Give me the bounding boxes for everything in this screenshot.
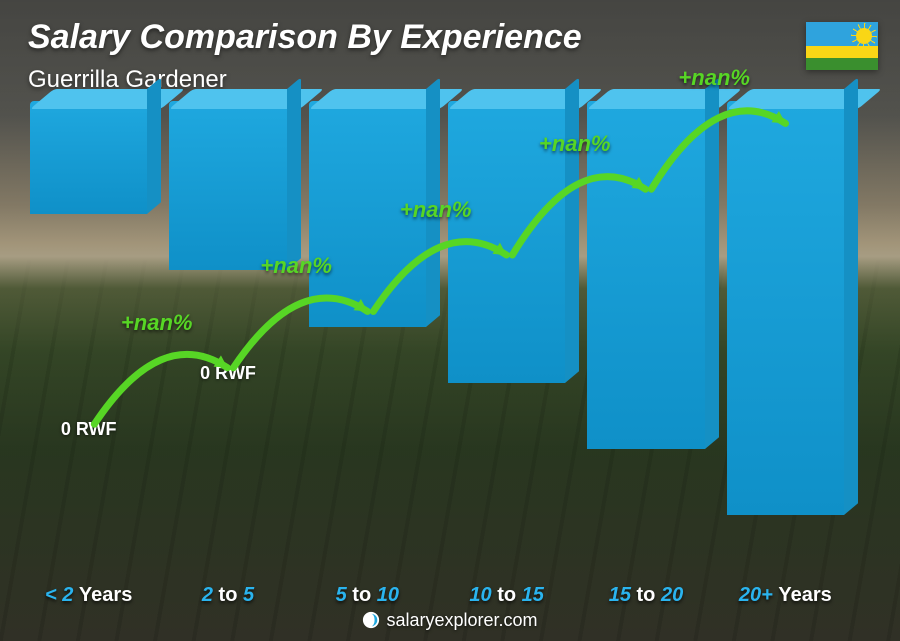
category-label: 20+ Years — [703, 584, 867, 607]
growth-annotation: +nan% — [400, 197, 472, 223]
footer-attribution: salaryexplorer.com — [0, 610, 900, 631]
bar-value-label: 0 RWF — [18, 419, 159, 440]
chart-stage: Salary Comparison By Experience Guerrill… — [0, 0, 900, 641]
bar-group: 0 RWF10 to 15 — [448, 101, 565, 571]
bar — [727, 101, 844, 515]
bar — [30, 101, 147, 214]
country-flag-icon — [806, 22, 878, 70]
growth-annotation: +nan% — [539, 131, 611, 157]
bar-group: 0 RWF5 to 10 — [309, 101, 426, 571]
bar-value-label: 0 RWF — [158, 363, 299, 384]
bar-group: 0 RWF15 to 20 — [587, 101, 704, 571]
growth-annotation: +nan% — [260, 253, 332, 279]
footer-text: salaryexplorer.com — [386, 610, 537, 630]
bar-chart: 0 RWF< 2 Years0 RWF2 to 50 RWF5 to 100 R… — [30, 101, 844, 571]
bar-group: 0 RWF< 2 Years — [30, 101, 147, 571]
logo-icon — [362, 611, 380, 629]
chart-title: Salary Comparison By Experience — [28, 18, 582, 57]
growth-annotation: +nan% — [678, 65, 750, 91]
bar — [169, 101, 286, 270]
bar-group: 0 RWF2 to 5 — [169, 101, 286, 571]
growth-annotation: +nan% — [121, 310, 193, 336]
bar-group: 0 RWF20+ Years — [727, 101, 844, 571]
